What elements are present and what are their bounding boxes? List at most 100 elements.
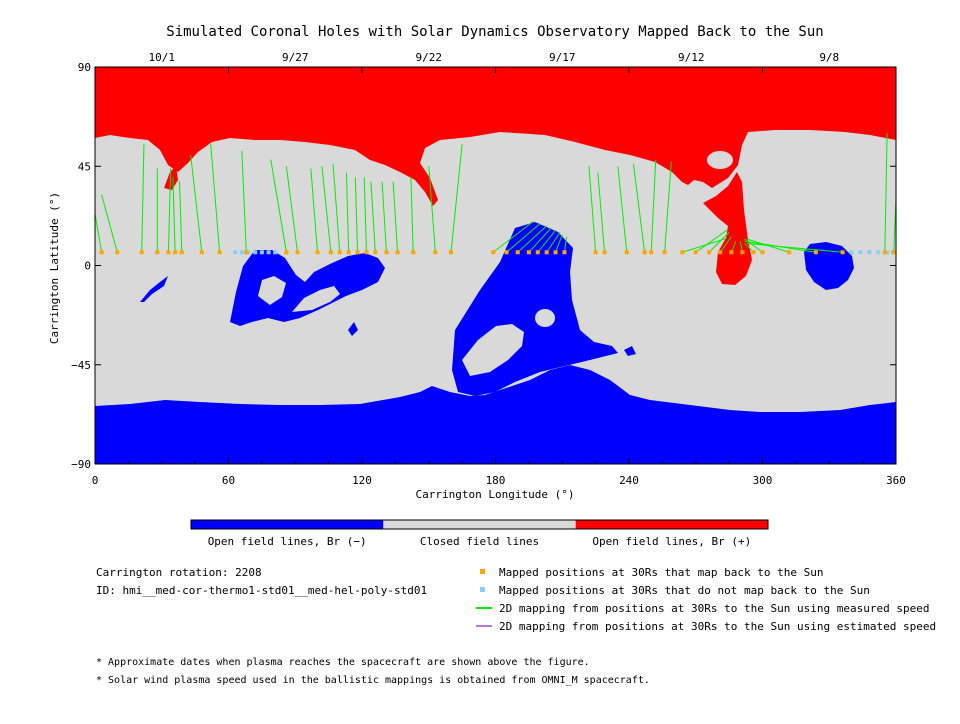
mapped-position-marker — [449, 250, 453, 255]
mapping-line — [345, 172, 350, 253]
unmapped-position-marker — [885, 250, 890, 255]
mapped-position-marker — [562, 250, 567, 255]
mapped-position-marker — [395, 250, 400, 255]
mapped-position-marker — [813, 250, 818, 255]
footnote-speed: * Solar wind plasma speed used in the ba… — [96, 675, 650, 686]
mapped-position-marker — [891, 250, 896, 255]
mapped-position-marker — [593, 250, 598, 255]
red-patch-295 — [703, 172, 752, 285]
mapped-position-marker — [284, 250, 289, 255]
mapping-line — [95, 210, 103, 253]
mapped-position-marker — [504, 250, 509, 255]
unmapped-position-marker — [858, 250, 863, 255]
model-id-text: ID: hmi__med-cor-thermo1-std01__med-hel-… — [96, 584, 427, 597]
mapping-line — [363, 177, 367, 253]
y-tick-label: −90 — [71, 458, 91, 471]
mapped-positions — [99, 250, 896, 255]
mapping-line — [588, 166, 597, 253]
mapped-position-marker — [729, 250, 734, 255]
x-tick-label: 360 — [886, 474, 906, 487]
mapped-position-marker — [649, 250, 654, 255]
mapped-position-marker — [491, 250, 496, 255]
mapping-line — [210, 144, 221, 253]
x-axis: 0 60 120 180 240 300 360 — [92, 67, 906, 487]
mapping-line — [332, 164, 341, 253]
negative-dot-240 — [624, 346, 636, 356]
date-tick-label: 9/12 — [678, 51, 705, 64]
x-tick-label: 0 — [92, 474, 99, 487]
footnote-dates: * Approximate dates when plasma reaches … — [96, 657, 590, 668]
mapped-position-marker — [553, 250, 558, 255]
mapped-position-marker — [515, 250, 520, 255]
mapped-position-marker — [355, 250, 360, 255]
date-tick-label: 10/1 — [149, 51, 176, 64]
colorbar-segment — [191, 520, 384, 529]
mapping-line — [506, 223, 541, 253]
mapping-line — [285, 166, 298, 253]
mapped-position-marker — [315, 250, 320, 255]
mapping-line — [370, 181, 376, 253]
mapped-position-marker — [328, 250, 333, 255]
mapped-position-marker — [337, 250, 342, 255]
mapping-line — [617, 166, 628, 253]
closed-island-north — [707, 151, 733, 169]
negative-dot-360 — [348, 322, 358, 336]
mapping-line — [492, 220, 534, 253]
mapped-position-marker — [173, 250, 178, 255]
mapping-line — [695, 229, 728, 253]
mapped-position-marker — [602, 250, 607, 255]
mapped-position-marker — [693, 250, 698, 255]
mapped-position-marker — [244, 250, 249, 255]
mapping-line — [167, 168, 172, 253]
mapped-position-marker — [139, 250, 144, 255]
unmapped-position-marker — [867, 250, 872, 255]
mapping-line — [179, 181, 183, 253]
colorbar-frame — [190, 519, 769, 530]
mapping-line — [517, 225, 548, 253]
unmapped-position-marker — [266, 250, 271, 255]
mapped-position-marker — [155, 250, 160, 255]
x-tick-label: 180 — [486, 474, 506, 487]
colorbar: Open field lines, Br (−) Closed field lin… — [190, 519, 769, 548]
mapped-position-marker — [680, 250, 685, 255]
y-tick-label: 90 — [78, 61, 91, 74]
mapped-position-marker — [411, 250, 416, 255]
legend-label: Mapped positions at 30Rs that map back t… — [499, 566, 824, 579]
unmapped-position-marker — [246, 250, 251, 255]
mapped-position-marker — [526, 250, 531, 255]
mapping-line — [597, 172, 606, 253]
mapped-position-marker — [740, 250, 745, 255]
mapped-position-marker — [433, 250, 438, 255]
mapped-position-marker — [882, 250, 887, 255]
mapped-position-marker — [364, 250, 369, 255]
mapping-line — [270, 159, 287, 253]
colorbar-label: Open field lines, Br (−) — [208, 535, 367, 548]
legend: Mapped positions at 30Rs that map back t… — [476, 566, 936, 633]
x-tick-label: 240 — [619, 474, 639, 487]
mapping-line — [381, 181, 387, 253]
mapping-line — [528, 227, 552, 253]
mapping-line — [321, 166, 332, 253]
date-tick-label: 9/27 — [282, 51, 309, 64]
date-tick-label: 9/17 — [549, 51, 576, 64]
y-axis: 90 45 0 −45 −90 — [71, 61, 896, 471]
legend-label: 2D mapping from positions at 30Rs to the… — [499, 602, 929, 615]
mapped-position-marker — [99, 250, 104, 255]
mapping-line — [563, 236, 568, 253]
mapping-lines — [95, 133, 896, 253]
mapping-line — [682, 238, 725, 253]
mapped-position-marker — [707, 250, 712, 255]
closed-island-east — [292, 286, 340, 312]
mapped-position-marker — [179, 250, 184, 255]
mapping-line — [746, 242, 843, 253]
mapping-line — [884, 133, 888, 253]
y-axis-label: Carrington Latitude (°) — [48, 192, 61, 344]
south-negative-cap — [95, 365, 896, 464]
mapped-position-marker — [760, 250, 765, 255]
negative-hole-75 — [230, 250, 385, 326]
mapping-line — [708, 232, 730, 253]
unmapped-position-marker — [876, 250, 881, 255]
mapped-position-marker — [199, 250, 204, 255]
